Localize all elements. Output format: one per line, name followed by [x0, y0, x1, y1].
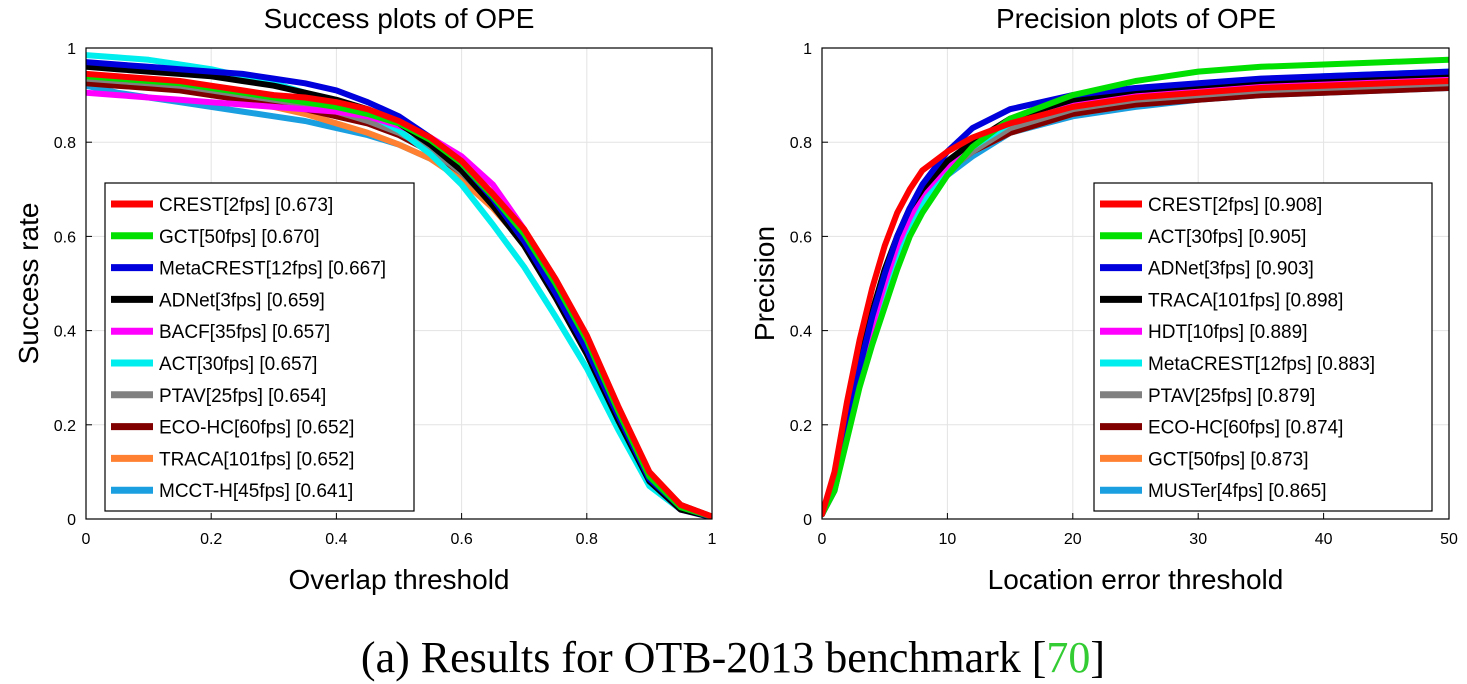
success-plot: Success plots of OPE 0 0.2 0.4 0.6 0.8 1 0 0.2 0.…: [13, 3, 717, 595]
y-tick-label: 1: [67, 41, 76, 58]
y-tick-label: 0: [803, 512, 812, 529]
y-tick-label: 0: [67, 512, 76, 529]
legend-entry: MCCT-H[45fps] [0.641]: [159, 481, 353, 502]
precision-x-axis-label: Location error threshold: [988, 564, 1284, 595]
legend-box: [1093, 182, 1433, 512]
y-tick-label: 1: [803, 41, 812, 58]
figure-caption: (a) Results for OTB-2013 benchmark [70]: [361, 633, 1105, 682]
series-line-0: [822, 78, 1449, 518]
legend-entry: ECO-HC[60fps] [0.874]: [1148, 418, 1343, 439]
x-tick-label: 0.6: [450, 531, 472, 548]
y-tick-label: 0.8: [54, 135, 76, 152]
x-tick-label: 20: [1064, 531, 1082, 548]
x-tick-label: 0.4: [325, 531, 347, 548]
caption-suffix: ]: [1090, 633, 1105, 682]
x-tick-label: 10: [939, 531, 957, 548]
success-x-axis-label: Overlap threshold: [288, 564, 509, 595]
success-series-group: [86, 52, 712, 519]
y-tick-label: 0.6: [790, 229, 812, 246]
series-line-1: [822, 56, 1449, 518]
legend-entry: MetaCREST[12fps] [0.667]: [159, 259, 386, 280]
legend-entry: ECO-HC[60fps] [0.652]: [159, 418, 354, 439]
series-line-0: [86, 70, 712, 519]
y-tick-label: 0.2: [54, 418, 76, 435]
legend-entry: GCT[50fps] [0.670]: [159, 227, 320, 248]
x-tick-label: 40: [1315, 531, 1333, 548]
legend-box: [104, 182, 415, 512]
success-axes-box: [85, 47, 713, 520]
legend-entry: CREST[2fps] [0.908]: [1148, 195, 1322, 216]
legend-entry: ADNet[3fps] [0.659]: [159, 290, 325, 311]
y-tick-label: 0.4: [790, 324, 812, 341]
legend-entry: GCT[50fps] [0.873]: [1148, 449, 1309, 470]
precision-plot: Precision plots of OPE 0 10 20 30 40 50 0 0.2 0.4…: [749, 3, 1458, 595]
y-tick-label: 0.2: [790, 418, 812, 435]
caption-ref-link[interactable]: 70: [1046, 633, 1090, 682]
legend-entry: TRACA[101fps] [0.652]: [159, 449, 354, 470]
precision-series-group: [822, 56, 1449, 518]
x-tick-label: 0: [82, 531, 91, 548]
legend-entry: MUSTer[4fps] [0.865]: [1148, 481, 1326, 502]
legend-entry: HDT[10fps] [0.889]: [1148, 322, 1307, 343]
y-tick-label: 0.6: [54, 229, 76, 246]
legend-entry: ADNet[3fps] [0.903]: [1148, 259, 1314, 280]
precision-y-axis-label: Precision: [749, 226, 780, 341]
precision-legend: CREST[2fps] [0.908] ACT[30fps] [0.905] ADN…: [1093, 182, 1433, 512]
success-y-axis-label: Success rate: [13, 203, 44, 365]
y-tick-label: 0.8: [790, 135, 812, 152]
success-legend: CREST[2fps] [0.673] GCT[50fps] [0.670] Met…: [104, 182, 415, 512]
x-tick-label: 50: [1440, 531, 1458, 548]
x-tick-label: 0.8: [576, 531, 598, 548]
legend-entry: BACF[35fps] [0.657]: [159, 322, 330, 343]
precision-axes-box: [821, 47, 1450, 520]
legend-entry: PTAV[25fps] [0.654]: [159, 386, 326, 407]
legend-entry: TRACA[101fps] [0.898]: [1148, 290, 1343, 311]
x-tick-label: 1: [708, 531, 717, 548]
legend-entry: ACT[30fps] [0.905]: [1148, 227, 1306, 248]
precision-chart-title: Precision plots of OPE: [996, 3, 1276, 34]
legend-entry: CREST[2fps] [0.673]: [159, 195, 333, 216]
y-tick-label: 0.4: [54, 324, 76, 341]
caption-prefix: (a) Results for OTB-2013 benchmark [: [361, 633, 1046, 682]
x-tick-label: 30: [1189, 531, 1207, 548]
series-line-5: [86, 52, 712, 519]
success-chart-title: Success plots of OPE: [264, 3, 535, 34]
x-tick-label: 0.2: [200, 531, 222, 548]
legend-entry: MetaCREST[12fps] [0.883]: [1148, 354, 1375, 375]
legend-entry: ACT[30fps] [0.657]: [159, 354, 317, 375]
legend-entry: PTAV[25fps] [0.879]: [1148, 386, 1315, 407]
x-tick-label: 0: [818, 531, 827, 548]
